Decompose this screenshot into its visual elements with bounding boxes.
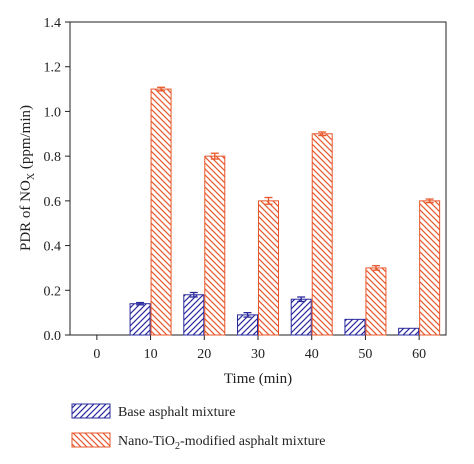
x-tick-label: 50 [358,347,372,362]
x-tick-label: 20 [197,347,211,362]
y-tick-label: 0.8 [44,150,62,165]
legend-label-series-0: Base asphalt mixture [118,405,235,420]
legend: Base asphalt mixture Nano-TiO2-modified a… [71,403,325,452]
x-tick-label: 0 [93,347,100,362]
y-tick-label: 0.0 [44,329,62,344]
y-axis: 0.0 0.2 0.4 0.6 0.8 1.0 1.2 1.4 [44,16,70,344]
bar-series-1 [258,200,279,336]
bar-series-0 [344,318,366,336]
bar-series-1 [419,200,441,336]
legend-label-series-1: Nano-TiO2-modified asphalt mixture [118,434,325,452]
bar-series-1 [150,88,172,336]
y-tick-label: 1.2 [44,61,62,76]
bars [129,86,441,336]
bar-series-0 [183,294,205,336]
y-tick-label: 1.0 [44,105,62,120]
x-tick-label: 60 [412,347,426,362]
x-tick-label: 40 [305,347,319,362]
y-tick-label: 0.6 [44,195,62,210]
y-tick-label: 0.2 [44,284,62,299]
y-tick-label: 0.4 [44,240,62,255]
bar-series-0 [237,314,258,336]
x-tick-label: 10 [144,347,158,362]
y-axis-label: PDR of NOX (ppm/min) [18,105,37,251]
bar-series-0 [129,303,151,336]
x-tick-label: 30 [251,347,265,362]
x-axis: 0 10 20 30 40 50 60 [93,335,426,362]
x-axis-label: Time (min) [224,371,292,387]
bar-series-0 [290,298,312,336]
bar-series-1 [204,155,226,336]
y-axis-label-subscript: X [26,172,37,180]
bar-series-0 [398,327,420,336]
bar-series-1 [365,267,387,336]
y-tick-label: 1.4 [44,16,62,31]
legend-swatch-series-1 [71,432,111,448]
legend-swatch-series-0 [71,403,111,419]
bar-series-1 [311,133,333,336]
